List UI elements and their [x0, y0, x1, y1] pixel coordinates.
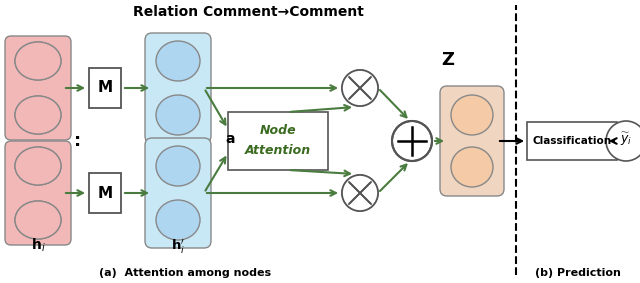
Text: $\mathbf{h}_i'$: $\mathbf{h}_i'$ [171, 238, 185, 256]
Ellipse shape [156, 41, 200, 81]
FancyBboxPatch shape [5, 36, 71, 140]
Ellipse shape [15, 96, 61, 134]
FancyBboxPatch shape [5, 141, 71, 245]
Text: (a)  Attention among nodes: (a) Attention among nodes [99, 268, 271, 278]
Circle shape [342, 175, 378, 211]
Ellipse shape [451, 95, 493, 135]
Text: Attention: Attention [245, 145, 311, 158]
Text: M: M [97, 185, 113, 200]
Text: Node: Node [260, 125, 296, 138]
Circle shape [606, 121, 640, 161]
Circle shape [342, 175, 378, 211]
Text: $\widetilde{y}_i$: $\widetilde{y}_i$ [620, 130, 632, 147]
Text: $\mathbf{Z}$: $\mathbf{Z}$ [441, 51, 455, 69]
Ellipse shape [15, 201, 61, 239]
FancyBboxPatch shape [440, 86, 504, 196]
Ellipse shape [15, 42, 61, 80]
FancyBboxPatch shape [145, 33, 211, 143]
Ellipse shape [451, 147, 493, 187]
Ellipse shape [15, 201, 61, 239]
Bar [89, 68, 121, 108]
Text: M: M [97, 80, 113, 95]
Bar [228, 112, 328, 170]
Ellipse shape [156, 146, 200, 186]
Circle shape [342, 70, 378, 106]
Ellipse shape [156, 200, 200, 240]
Bar [527, 122, 617, 160]
Ellipse shape [15, 96, 61, 134]
Text: $\mathbf{a}$: $\mathbf{a}$ [225, 132, 235, 146]
Text: (b) Prediction: (b) Prediction [535, 268, 621, 278]
Text: $\mathbf{h}_i$: $\mathbf{h}_i$ [31, 236, 45, 254]
Ellipse shape [15, 147, 61, 185]
Text: $\mathbf{:}$: $\mathbf{:}$ [70, 132, 80, 150]
Text: Classification: Classification [532, 136, 612, 146]
Ellipse shape [15, 42, 61, 80]
Text: Relation Comment→Comment: Relation Comment→Comment [132, 5, 364, 19]
FancyBboxPatch shape [145, 138, 211, 248]
Ellipse shape [156, 95, 200, 135]
Circle shape [392, 121, 432, 161]
Bar [89, 173, 121, 213]
Circle shape [342, 70, 378, 106]
Ellipse shape [15, 147, 61, 185]
